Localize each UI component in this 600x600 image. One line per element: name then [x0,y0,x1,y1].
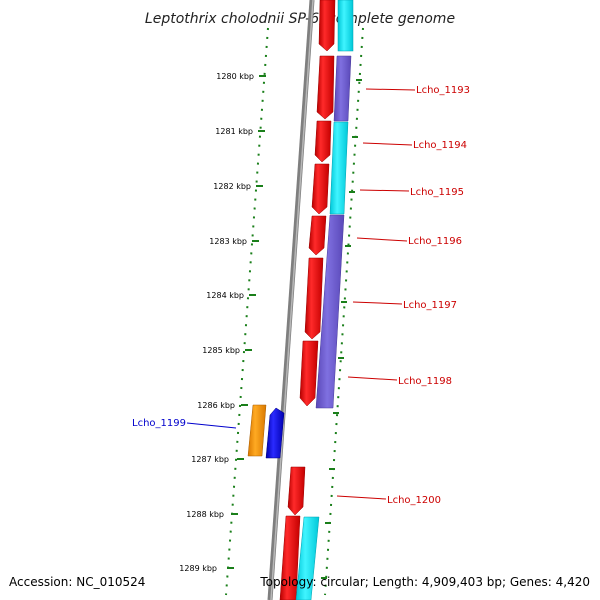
scale-tick: 1286 kbp [197,401,248,410]
leader-line [186,422,237,429]
gene-feature-lcho-1197[interactable] [304,257,324,340]
inner-dotted-ring [225,27,269,596]
scale-tick: 1284 kbp [206,291,256,300]
scale-tick: 1285 kbp [202,346,252,355]
gene-feature-orange[interactable] [247,404,267,457]
leader-line [362,142,413,146]
cyan-feature[interactable] [295,516,320,600]
cyan-feature[interactable] [337,0,354,52]
gene-label-lcho-1199[interactable]: Lcho_1199 [132,418,186,429]
secondary-features [295,0,354,600]
tick-label: 1287 kbp [191,455,229,464]
gene-feature-lcho-1196[interactable] [308,215,327,256]
scale-tick: 1281 kbp [215,127,265,136]
scale-tick: 1287 kbp [191,455,244,464]
purple-feature[interactable] [315,214,345,409]
tick-label: 1288 kbp [186,510,224,519]
tick-label: 1280 kbp [216,72,254,81]
tick-label: 1283 kbp [209,237,247,246]
gene-feature-lcho-1195[interactable] [311,163,330,215]
gene-feature-lcho-1199[interactable] [265,407,285,459]
topology-text: Topology: circular; Length: 4,909,403 bp… [259,575,590,589]
gene-label-lcho-1197[interactable]: Lcho_1197 [403,300,457,311]
leader-line [336,495,387,500]
gene-feature-lcho-1201[interactable] [279,515,301,600]
gene-feature-lcho-1200[interactable] [287,466,306,516]
scale-ticks: 1280 kbp 1281 kbp 1282 kbp 1283 kbp 1284… [179,72,266,573]
outer-tick-marks [321,79,362,579]
leader-line [356,237,408,242]
scale-tick: 1283 kbp [209,237,259,246]
leader-line [365,88,416,91]
leader-line [359,189,410,192]
gene-label-lcho-1200[interactable]: Lcho_1200 [387,495,441,506]
cyan-feature[interactable] [329,121,349,215]
gene-label-lcho-1195[interactable]: Lcho_1195 [410,187,464,198]
tick-label: 1281 kbp [215,127,253,136]
gene-labels: Lcho_1193 Lcho_1194 Lcho_1195 Lcho_1196 … [132,85,470,506]
leader-line [347,376,398,381]
tick-label: 1285 kbp [202,346,240,355]
gene-feature-lcho-1192[interactable] [318,0,336,52]
map-title: Leptothrix cholodnii SP-6, complete geno… [145,11,455,27]
purple-feature[interactable] [333,55,352,122]
tick-label: 1284 kbp [206,291,244,300]
scale-tick: 1280 kbp [216,72,266,81]
accession-text: Accession: NC_010524 [9,575,145,589]
scale-tick: 1289 kbp [179,564,234,573]
tick-label: 1286 kbp [197,401,235,410]
tick-label: 1289 kbp [179,564,217,573]
gene-feature-lcho-1193[interactable] [316,55,335,120]
inner-features [247,404,285,459]
gene-feature-lcho-1198[interactable] [299,340,319,407]
gene-feature-lcho-1194[interactable] [314,120,332,163]
gene-label-lcho-1194[interactable]: Lcho_1194 [413,140,467,151]
gene-label-lcho-1193[interactable]: Lcho_1193 [416,85,470,96]
genome-backbone-highlight [270,0,314,600]
scale-tick: 1288 kbp [186,510,238,519]
gene-label-lcho-1198[interactable]: Lcho_1198 [398,376,452,387]
tick-label: 1282 kbp [213,182,251,191]
label-leaders [186,88,416,500]
gene-label-lcho-1196[interactable]: Lcho_1196 [408,236,462,247]
scale-tick: 1282 kbp [213,182,263,191]
cds-features [279,0,336,600]
leader-line [352,301,403,305]
